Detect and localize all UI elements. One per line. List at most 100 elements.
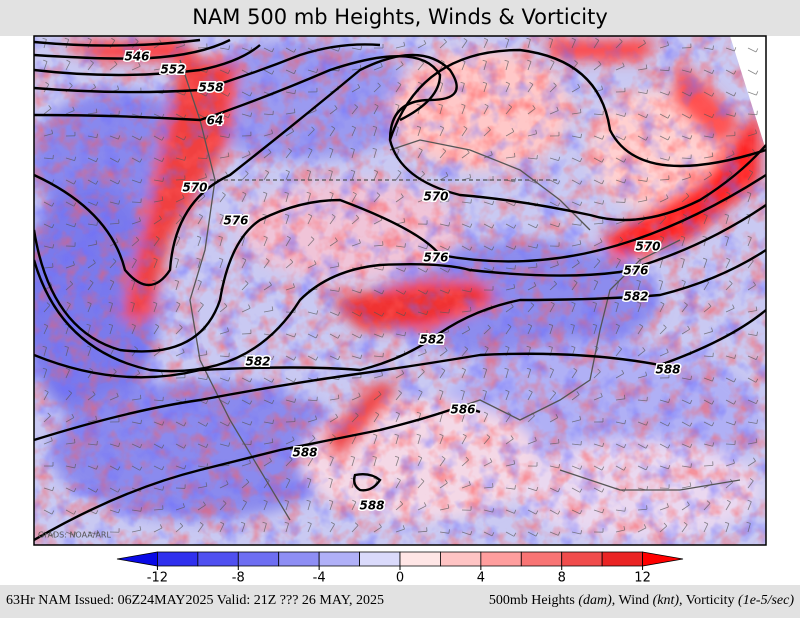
- wind-barb: [175, 281, 180, 291]
- wind-barb-flag: [467, 325, 471, 330]
- wind-barb-flag: [645, 64, 648, 69]
- wind-barb: [43, 266, 53, 269]
- wind-barb-flag: [686, 501, 690, 506]
- wind-barb-flag: [668, 91, 671, 96]
- wind-barb: [527, 61, 532, 71]
- wind-barb-flag: [552, 390, 557, 394]
- wind-barb-flag: [289, 258, 294, 263]
- wind-barb-flag: [96, 133, 98, 138]
- wind-barb-flag: [47, 412, 51, 417]
- contour-label: 552: [160, 63, 185, 77]
- wind-barb: [241, 502, 247, 511]
- wind-barb-flag: [262, 521, 267, 524]
- wind-barb: [43, 157, 53, 160]
- wind-barb-flag: [286, 477, 291, 481]
- wind-barb: [637, 68, 647, 71]
- wind-barb: [527, 108, 536, 115]
- wind-barb-flag: [439, 389, 444, 392]
- wind-barb-flag: [269, 281, 272, 286]
- wind-barb-flag: [755, 306, 758, 311]
- wind-barb-flag: [373, 433, 378, 436]
- wind-barb: [373, 457, 377, 467]
- wind-barb-flag: [227, 92, 231, 97]
- wind-barb-flag: [338, 287, 340, 292]
- wind-barb-flag: [293, 48, 297, 53]
- wind-barb: [659, 399, 669, 403]
- wind-barb: [219, 156, 229, 159]
- wind-barb: [153, 157, 163, 162]
- wind-barb: [615, 281, 620, 291]
- wind-barb-flag: [395, 103, 400, 106]
- wind-barb: [439, 311, 449, 314]
- wind-barb-flag: [263, 235, 268, 239]
- wind-barb: [263, 399, 273, 404]
- wind-barb: [549, 465, 559, 469]
- wind-barb: [373, 127, 378, 137]
- wind-barb: [417, 311, 427, 316]
- wind-barb-flag: [733, 378, 737, 383]
- colorbar-segment: [116, 551, 158, 567]
- wind-barb: [615, 373, 624, 379]
- wind-barb-flag: [447, 289, 451, 294]
- wind-barb-flag: [74, 463, 77, 469]
- wind-barb-flag: [268, 149, 272, 153]
- wind-barb: [109, 179, 119, 185]
- wind-barb: [725, 237, 729, 247]
- wind-barb: [351, 457, 356, 467]
- wind-barb-flag: [161, 371, 164, 376]
- wind-barb-flag: [334, 237, 338, 242]
- wind-barb-flag: [271, 48, 275, 53]
- contour-label: 558: [198, 81, 223, 95]
- wind-barb: [153, 487, 163, 491]
- wind-barb-flag: [271, 438, 274, 443]
- wind-barb: [593, 201, 603, 205]
- height-contours: [34, 38, 766, 542]
- wind-barb: [637, 326, 644, 335]
- wind-barb: [703, 464, 714, 467]
- wind-barb: [659, 303, 665, 313]
- wind-barb: [703, 331, 713, 335]
- wind-barb-flag: [579, 180, 583, 185]
- wind-barb-flag: [570, 323, 575, 326]
- wind-barb-flag: [443, 38, 447, 43]
- wind-barb-flag: [174, 257, 179, 260]
- wind-barb-flag: [548, 37, 553, 40]
- wind-barb-flag: [334, 105, 338, 109]
- wind-barb: [593, 157, 603, 163]
- wind-barb-flag: [69, 82, 73, 86]
- wind-barb: [373, 85, 381, 93]
- wind-barb-flag: [486, 434, 491, 438]
- wind-barb-flag: [465, 456, 469, 461]
- wind-barb: [505, 83, 510, 93]
- wind-barb: [659, 44, 669, 49]
- wind-barb: [681, 113, 691, 119]
- wind-barb-flag: [152, 279, 157, 282]
- wind-barb: [461, 435, 467, 445]
- wind-barb-flag: [373, 477, 378, 480]
- wind-barb-flag: [681, 279, 686, 283]
- wind-barb: [373, 394, 382, 401]
- wind-barb-flag: [460, 81, 465, 84]
- wind-barb-flag: [293, 356, 297, 361]
- wind-barb: [505, 245, 515, 250]
- wind-barb: [593, 303, 597, 313]
- wind-barb: [527, 133, 537, 137]
- wind-barb: [131, 65, 141, 71]
- wind-barb-flag: [140, 179, 143, 184]
- wind-barb: [483, 308, 493, 313]
- wind-barb: [747, 480, 754, 489]
- wind-barb-flag: [690, 68, 693, 73]
- wind-barb: [241, 443, 252, 445]
- wind-barb: [505, 509, 515, 514]
- wind-barb-flag: [660, 235, 665, 239]
- wind-barb: [461, 40, 468, 49]
- wind-barb: [153, 199, 163, 203]
- wind-barb-flag: [308, 213, 313, 217]
- wind-barb-flag: [689, 114, 693, 119]
- wind-barb: [263, 421, 273, 424]
- wind-barb-flag: [514, 265, 516, 270]
- wind-barb: [725, 502, 731, 511]
- wind-barb-flag: [358, 239, 361, 244]
- wind-barb: [725, 355, 735, 359]
- wind-barb: [681, 328, 690, 335]
